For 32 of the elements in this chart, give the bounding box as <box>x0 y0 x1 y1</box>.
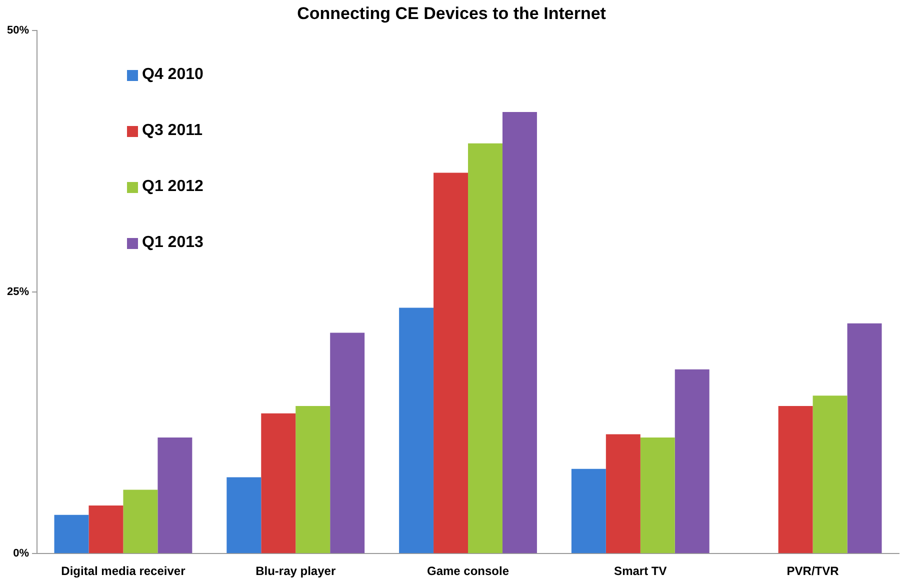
y-tick-label: 0% <box>13 548 30 560</box>
bar <box>296 406 330 554</box>
legend-label: Q3 2011 <box>142 122 203 140</box>
chart-title: Connecting CE Devices to the Internet <box>297 4 606 23</box>
bar <box>640 437 675 554</box>
bar <box>812 396 848 554</box>
bar <box>778 406 813 554</box>
legend-label: Q4 2010 <box>142 66 204 84</box>
bar <box>571 468 606 554</box>
x-tick-label: Blu-ray player <box>256 564 336 578</box>
bar <box>226 477 262 554</box>
bar <box>847 323 882 554</box>
bar <box>158 437 192 554</box>
y-tick-label: 50% <box>6 24 30 36</box>
bar <box>54 514 89 554</box>
x-tick-label: PVR/TVR <box>786 564 840 578</box>
bar <box>434 172 468 554</box>
bar <box>606 434 640 554</box>
bar <box>88 505 124 554</box>
legend-label: Q1 2012 <box>142 178 204 196</box>
bar <box>261 413 296 554</box>
x-tick-label: Digital media receiver <box>61 564 186 578</box>
legend-label: Q1 2013 <box>142 234 204 252</box>
bar <box>674 369 710 554</box>
bar <box>399 308 434 554</box>
bar <box>502 112 537 554</box>
x-tick-label: Game console <box>426 564 510 578</box>
bar <box>123 490 158 554</box>
x-tick-label: Smart TV <box>614 564 667 578</box>
y-tick-label: 25% <box>6 286 30 298</box>
bar <box>330 332 365 554</box>
bar <box>468 143 502 554</box>
